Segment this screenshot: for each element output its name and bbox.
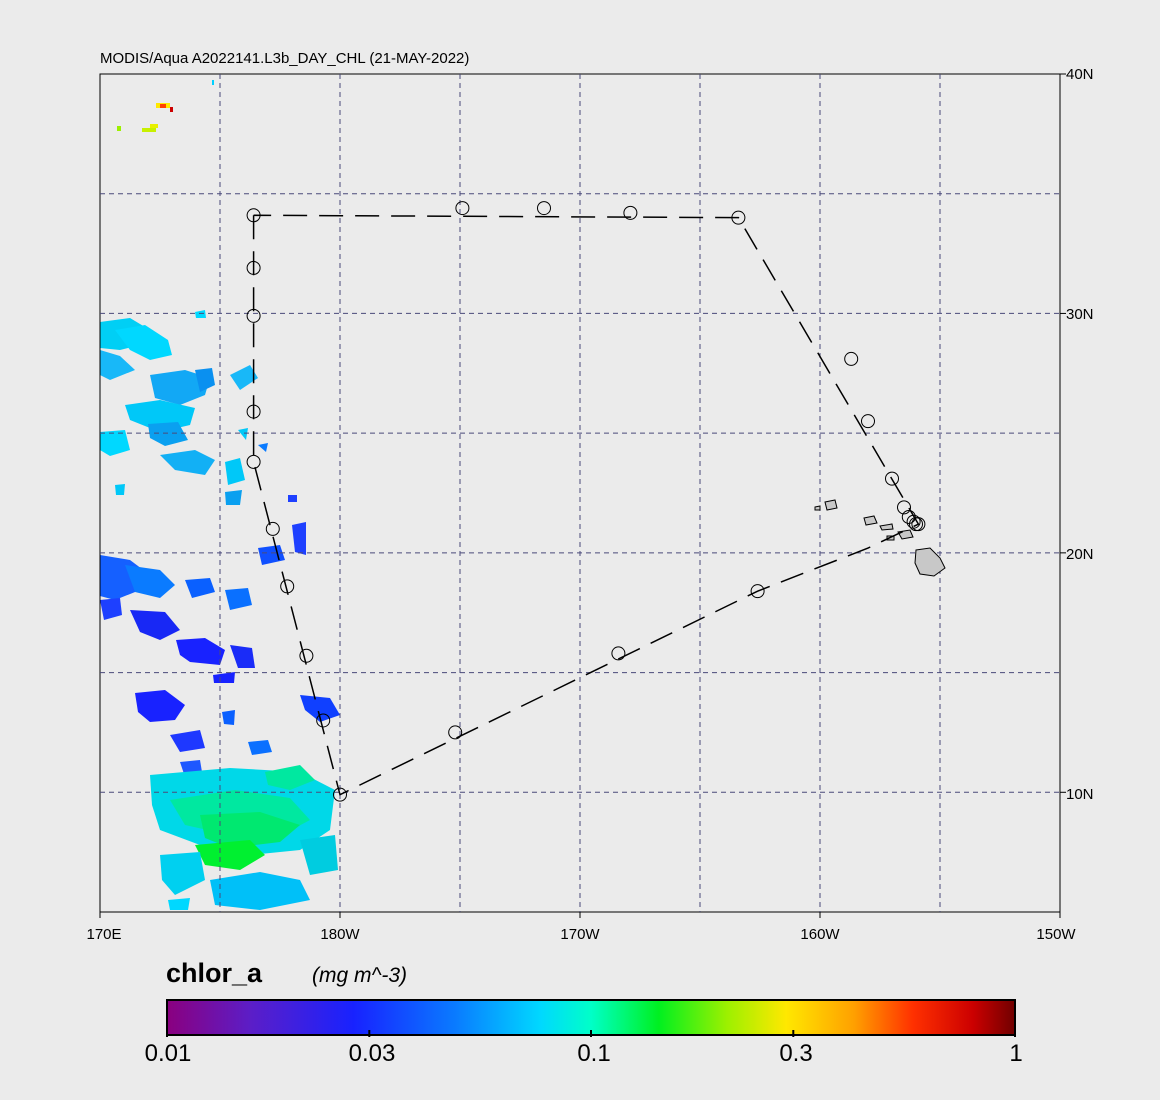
station-marker [844,351,859,366]
station-marker [897,500,911,515]
lon-label-180w: 180W [320,926,360,943]
cruise-track-line [252,214,920,796]
station-marker [316,713,331,728]
chlorophyll-data-layer [100,80,340,910]
colorbar-tick-label: 0.1 [577,1040,611,1067]
lon-label-170w: 170W [560,926,600,943]
colorbar-tick-label: 1 [1009,1040,1023,1067]
station-marker [537,201,551,216]
station-markers [246,201,926,802]
station-marker [861,414,875,429]
station-marker [611,646,626,661]
colorbar [166,999,1016,1036]
colorbar-units: (mg m^-3) [312,964,408,987]
station-marker [299,648,314,663]
map-title: MODIS/Aqua A2022141.L3b_DAY_CHL (21-MAY-… [100,50,470,67]
station-marker [885,471,899,486]
station-marker [280,579,295,594]
station-marker [623,205,638,220]
station-marker [750,584,765,599]
lon-label-160w: 160W [800,926,840,943]
station-marker [265,521,280,536]
axis-ticks [99,73,1066,918]
station-marker [901,509,916,524]
station-marker [246,308,261,323]
lat-label-30n: 30N [1066,306,1094,323]
hawaiian-islands [814,499,946,577]
lon-label-150w: 150W [1036,926,1076,943]
lat-label-40n: 40N [1066,66,1094,83]
colorbar-tick-label: 0.01 [144,1040,192,1067]
station-marker [455,201,470,216]
station-marker [911,517,926,532]
station-marker [246,404,261,419]
station-marker [333,787,347,802]
station-marker [731,210,746,225]
colorbar-tick-label: 0.03 [348,1040,396,1067]
lon-label-170e: 170E [86,926,122,943]
station-marker [448,725,463,740]
colorbar-variable-name: chlor_a [166,958,263,988]
station-marker [246,260,261,275]
colorbar-tick-label: 0.3 [779,1040,813,1067]
colorbar-ticks [166,1030,1016,1037]
station-marker [246,208,261,223]
lat-label-20n: 20N [1066,546,1094,563]
lat-label-10n: 10N [1066,786,1094,803]
station-marker [246,454,261,469]
